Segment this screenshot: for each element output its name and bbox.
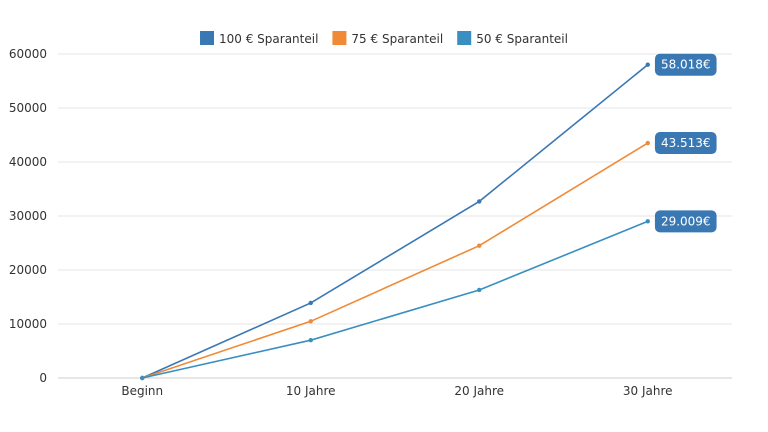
y-tick-label: 30000 [9,209,47,223]
series-2 [140,219,650,381]
data-point[interactable] [308,338,313,343]
legend-swatch [457,31,472,45]
data-point[interactable] [477,243,482,248]
legend-swatch [200,31,215,45]
series-line [142,220,649,379]
data-point[interactable] [308,319,313,324]
series-group [140,62,650,381]
data-point[interactable] [645,219,650,224]
series-line [141,64,649,379]
data-point[interactable] [645,62,650,67]
legend-item[interactable]: 50 € Sparanteil [457,31,568,46]
x-tick-label: 20 Jahre [454,384,504,398]
end-label-box [654,210,717,233]
y-tick-label: 10000 [9,317,47,331]
end-labels: 58.018€ 43.513€ 29.009€ [654,53,717,233]
legend-swatch [332,31,347,45]
x-axis: Beginn 10 Jahre 20 Jahre 30 Jahre [121,384,672,398]
series-line [141,142,649,379]
legend: 100 € Sparanteil 75 € Sparanteil 50 € Spar… [200,31,568,46]
data-point[interactable] [477,199,482,204]
end-label-text: 58.018€ [661,58,711,72]
y-tick-label: 60000 [9,47,47,61]
data-point[interactable] [308,300,313,306]
legend-item[interactable]: 75 € Sparanteil [332,31,443,46]
x-tick-label: Beginn [121,384,163,398]
y-axis: 0 10000 20000 30000 40000 50000 60000 [9,47,47,385]
legend-label: 100 € Sparanteil [219,32,318,46]
x-tick-label: 30 Jahre [623,384,673,398]
end-label: 58.018€ [654,53,717,76]
y-tick-label: 50000 [9,101,47,115]
end-label-box [654,53,717,76]
data-point[interactable] [477,287,482,293]
end-label-text: 29.009€ [661,214,711,228]
legend-label: 50 € Sparanteil [476,32,568,46]
legend-label: 75 € Sparanteil [351,32,443,46]
grid [58,53,732,379]
y-tick-label: 40000 [9,155,47,169]
end-label-box [654,132,717,155]
legend-item[interactable]: 100 € Sparanteil [200,31,318,46]
y-tick-label: 0 [39,371,47,385]
end-label: 29.009€ [654,210,717,233]
data-point[interactable] [645,140,650,146]
end-label-text: 43.513€ [661,136,711,150]
x-tick-label: 10 Jahre [286,384,336,398]
end-label: 43.513€ [654,132,717,155]
y-tick-label: 20000 [9,263,47,277]
series-0 [140,62,650,381]
data-point[interactable] [140,375,145,381]
